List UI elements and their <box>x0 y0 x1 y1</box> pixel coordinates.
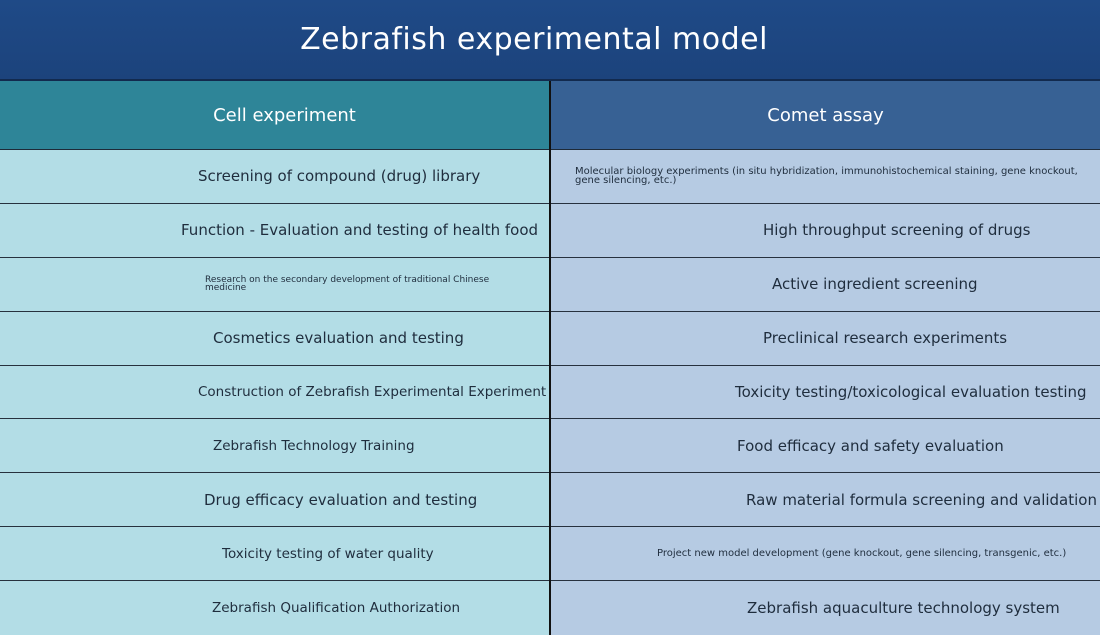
table-cell: Project new model development (gene knoc… <box>657 548 1067 560</box>
table-row: Zebrafish aquaculture technology system <box>551 581 1100 635</box>
table-cell: Construction of Zebrafish Experimental E… <box>198 384 547 400</box>
table-row: Zebrafish Qualification Authorization <box>0 581 549 635</box>
table-cell: Zebrafish Technology Training <box>213 437 415 454</box>
table-row: Construction of Zebrafish Experimental E… <box>0 366 549 420</box>
table-row: Zebrafish Technology Training <box>0 419 549 474</box>
left-column: Cell experiment Screening of compound (d… <box>0 81 550 635</box>
table-cell: Preclinical research experiments <box>763 329 1008 348</box>
table-cell: Cosmetics evaluation and testing <box>213 329 464 348</box>
right-column: Comet assay Molecular biology experiment… <box>550 81 1100 635</box>
table-cell: Molecular biology experiments (in situ h… <box>575 166 1078 187</box>
table-cell: Active ingredient screening <box>772 275 978 294</box>
page-title: Zebrafish experimental model <box>300 22 768 57</box>
column-header-label: Cell experiment <box>213 104 356 126</box>
table-row: High throughput screening of drugs <box>551 204 1100 258</box>
table-cell: Raw material formula screening and valid… <box>746 490 1097 509</box>
table-cell: Research on the secondary development of… <box>205 275 490 294</box>
table-cell: Zebrafish Qualification Authorization <box>212 600 461 617</box>
table-cell: High throughput screening of drugs <box>763 221 1031 240</box>
table-row: Function - Evaluation and testing of hea… <box>0 204 549 258</box>
table-cell: Screening of compound (drug) library <box>198 167 481 186</box>
table-cell: Food efficacy and safety evaluation <box>737 436 1004 455</box>
table-row: Active ingredient screening <box>551 258 1100 312</box>
table-row: Toxicity testing/toxicological evaluatio… <box>551 366 1100 420</box>
table-row: Food efficacy and safety evaluation <box>551 419 1100 474</box>
table-row: Raw material formula screening and valid… <box>551 473 1100 528</box>
column-header-left: Cell experiment <box>0 81 549 150</box>
column-header-right: Comet assay <box>551 81 1100 150</box>
table-row: Drug efficacy evaluation and testing <box>0 473 549 528</box>
table-row: Preclinical research experiments <box>551 312 1100 366</box>
table-row: Cosmetics evaluation and testing <box>0 312 549 366</box>
table-row: Molecular biology experiments (in situ h… <box>551 150 1100 204</box>
table-cell: Function - Evaluation and testing of hea… <box>181 221 539 240</box>
table-row: Project new model development (gene knoc… <box>551 527 1100 582</box>
table-row: Research on the secondary development of… <box>0 258 549 312</box>
table-row: Screening of compound (drug) library <box>0 150 549 204</box>
table-cell: Toxicity testing of water quality <box>222 545 434 562</box>
table-cell: Drug efficacy evaluation and testing <box>204 490 478 509</box>
table-row: Toxicity testing of water quality <box>0 527 549 582</box>
table-cell: Zebrafish aquaculture technology system <box>747 599 1060 618</box>
table-cell: Toxicity testing/toxicological evaluatio… <box>735 383 1087 401</box>
title-bar: Zebrafish experimental model <box>0 0 1100 81</box>
column-header-label: Comet assay <box>767 104 884 126</box>
